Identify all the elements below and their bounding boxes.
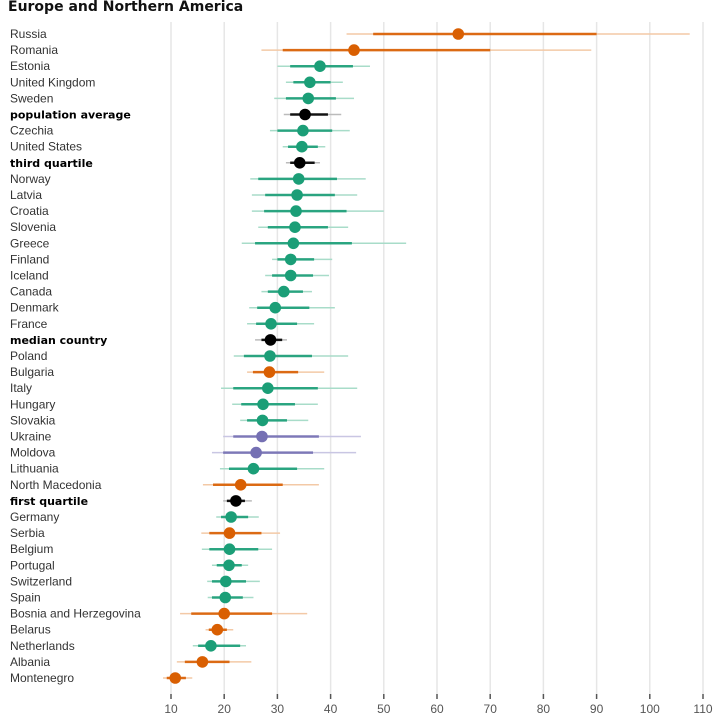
row-label: United States	[10, 140, 82, 154]
data-point	[219, 575, 232, 588]
x-tick-label: 110	[693, 702, 712, 716]
row-label: Spain	[10, 591, 41, 605]
row-label: Romania	[10, 43, 58, 57]
data-point	[289, 221, 301, 233]
row-label: Bosnia and Herzegovina	[10, 607, 141, 621]
row-label: Albania	[10, 655, 50, 669]
x-tick-label: 50	[377, 702, 391, 716]
row-label: Estonia	[10, 59, 50, 73]
row-label: Portugal	[10, 558, 55, 572]
data-point	[247, 462, 260, 475]
data-point	[284, 269, 297, 282]
row-label: Italy	[10, 381, 32, 395]
data-point	[314, 60, 326, 72]
row-label: median country	[10, 334, 107, 347]
row-label: third quartile	[10, 157, 93, 170]
data-point	[299, 108, 311, 121]
x-tick-label: 80	[537, 702, 551, 716]
row-label: Croatia	[10, 204, 49, 218]
data-point	[219, 591, 232, 604]
data-point	[277, 285, 290, 298]
data-point	[218, 607, 230, 620]
data-point	[297, 124, 309, 137]
data-point	[292, 173, 305, 185]
x-tick-label: 40	[324, 702, 338, 716]
data-point	[230, 495, 242, 507]
data-point	[223, 527, 236, 539]
data-point	[265, 318, 277, 330]
row-label: Denmark	[10, 301, 60, 315]
row-label: Netherlands	[10, 639, 75, 653]
x-tick-label: 10	[164, 702, 178, 716]
row-label: Belarus	[10, 623, 51, 637]
row-label: Latvia	[10, 188, 42, 202]
data-point	[304, 76, 316, 89]
row-label: Norway	[10, 172, 51, 186]
row-label: population average	[10, 109, 131, 122]
row-label: Greece	[10, 236, 50, 250]
data-point	[169, 672, 182, 684]
row-label: France	[10, 317, 48, 331]
row-label: first quartile	[10, 495, 88, 508]
row-label: Hungary	[10, 397, 55, 411]
row-label: Belgium	[10, 542, 53, 556]
row-label: Poland	[10, 349, 47, 363]
data-point	[196, 656, 209, 668]
row-label: Ukraine	[10, 430, 52, 444]
row-label: Moldova	[10, 446, 56, 460]
data-point	[293, 157, 306, 169]
data-point	[269, 301, 282, 314]
chart-title: Europe and Northern America	[8, 0, 244, 15]
data-point	[264, 350, 276, 362]
x-tick-label: 100	[640, 702, 660, 716]
row-label: Germany	[10, 510, 59, 524]
data-point	[263, 366, 276, 378]
data-point	[284, 253, 297, 266]
data-point	[257, 398, 269, 411]
x-tick-label: 60	[430, 702, 444, 716]
data-point	[302, 92, 315, 105]
data-point	[256, 430, 268, 443]
data-point	[290, 205, 302, 217]
data-point	[348, 44, 360, 56]
row-label: Czechia	[10, 124, 54, 138]
row-label: Slovenia	[10, 220, 56, 234]
data-point	[291, 189, 303, 201]
row-label: Serbia	[10, 526, 45, 540]
data-point	[234, 479, 247, 491]
x-tick-label: 20	[218, 702, 232, 716]
row-label: Slovakia	[10, 413, 56, 427]
data-point	[264, 334, 277, 346]
row-label: Sweden	[10, 91, 53, 105]
row-label: Switzerland	[10, 574, 72, 588]
row-label: Montenegro	[10, 671, 74, 685]
row-label: Russia	[10, 27, 47, 41]
x-tick-label: 30	[271, 702, 285, 716]
data-point	[223, 543, 236, 555]
data-point	[211, 623, 224, 636]
data-point	[296, 140, 308, 153]
data-point	[250, 446, 262, 459]
row-label: Bulgaria	[10, 365, 54, 379]
row-label: United Kingdom	[10, 75, 95, 89]
data-point	[225, 511, 237, 523]
data-point	[205, 640, 217, 652]
data-point	[287, 237, 300, 250]
row-label: Iceland	[10, 269, 49, 283]
data-point	[452, 28, 465, 40]
row-label: Lithuania	[10, 462, 59, 476]
row-label: North Macedonia	[10, 478, 102, 492]
data-point	[262, 382, 274, 395]
row-label: Canada	[10, 285, 52, 299]
row-label: Finland	[10, 252, 49, 266]
data-point	[223, 559, 235, 572]
x-tick-label: 90	[590, 702, 604, 716]
data-point	[256, 414, 269, 427]
x-tick-label: 70	[484, 702, 498, 716]
